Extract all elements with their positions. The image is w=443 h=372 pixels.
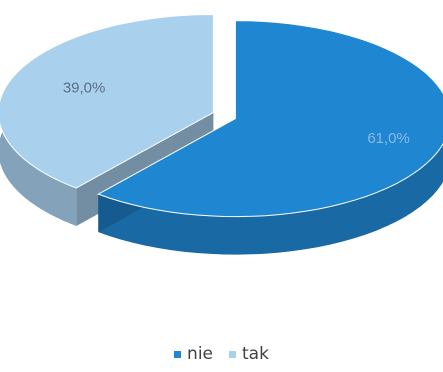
slice-top-nie: [97, 20, 443, 218]
legend-item-nie: nie: [174, 344, 213, 364]
legend-label-nie: nie: [187, 344, 214, 364]
legend-swatch-tak: [229, 350, 237, 358]
legend-swatch-nie: [174, 350, 182, 358]
data-label-nie: 61,0%: [367, 130, 410, 147]
legend-label-tak: tak: [242, 344, 269, 364]
slice-top-tak: [0, 13, 214, 189]
slice-side-nie: [98, 20, 443, 255]
slice-nie: 61,0%: [97, 20, 443, 255]
data-label-tak: 39,0%: [63, 79, 106, 96]
legend-item-tak: tak: [229, 344, 269, 364]
chart-legend: nie tak: [0, 344, 443, 364]
